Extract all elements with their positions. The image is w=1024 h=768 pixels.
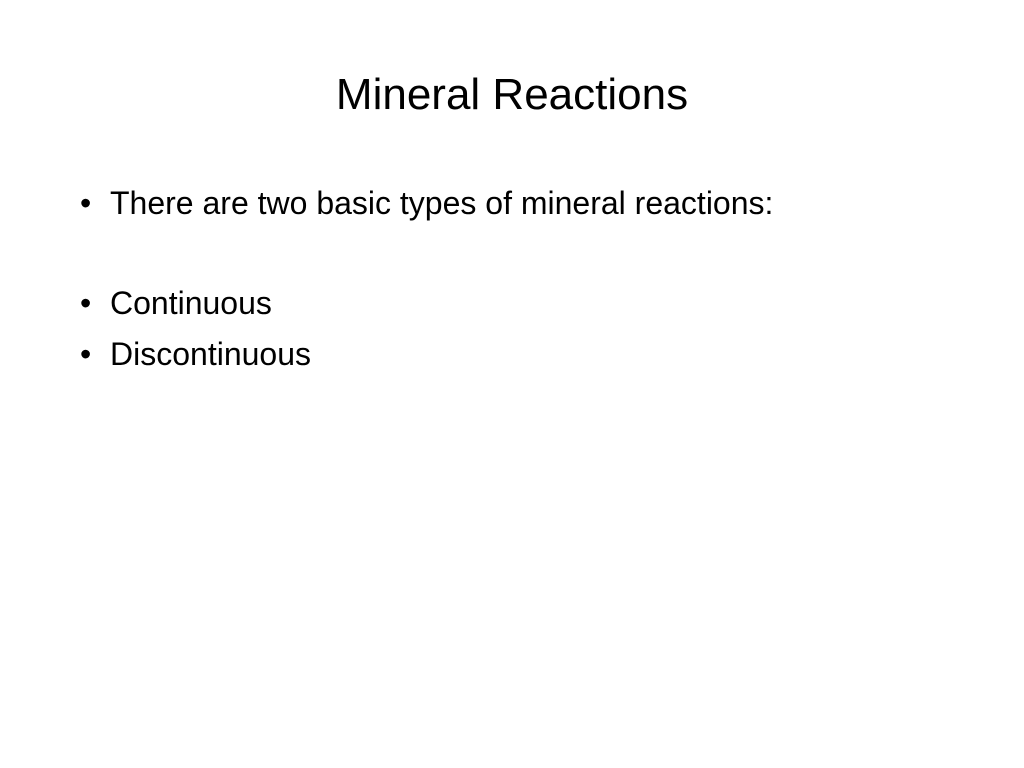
bullet-item: Continuous: [80, 280, 964, 326]
bullet-item: There are two basic types of mineral rea…: [80, 180, 964, 226]
slide-title: Mineral Reactions: [60, 70, 964, 120]
spacer: [80, 230, 964, 280]
bullet-list: Continuous Discontinuous: [80, 280, 964, 377]
bullet-list: There are two basic types of mineral rea…: [80, 180, 964, 226]
bullet-item: Discontinuous: [80, 331, 964, 377]
slide-content: There are two basic types of mineral rea…: [60, 180, 964, 377]
presentation-slide: Mineral Reactions There are two basic ty…: [0, 0, 1024, 768]
